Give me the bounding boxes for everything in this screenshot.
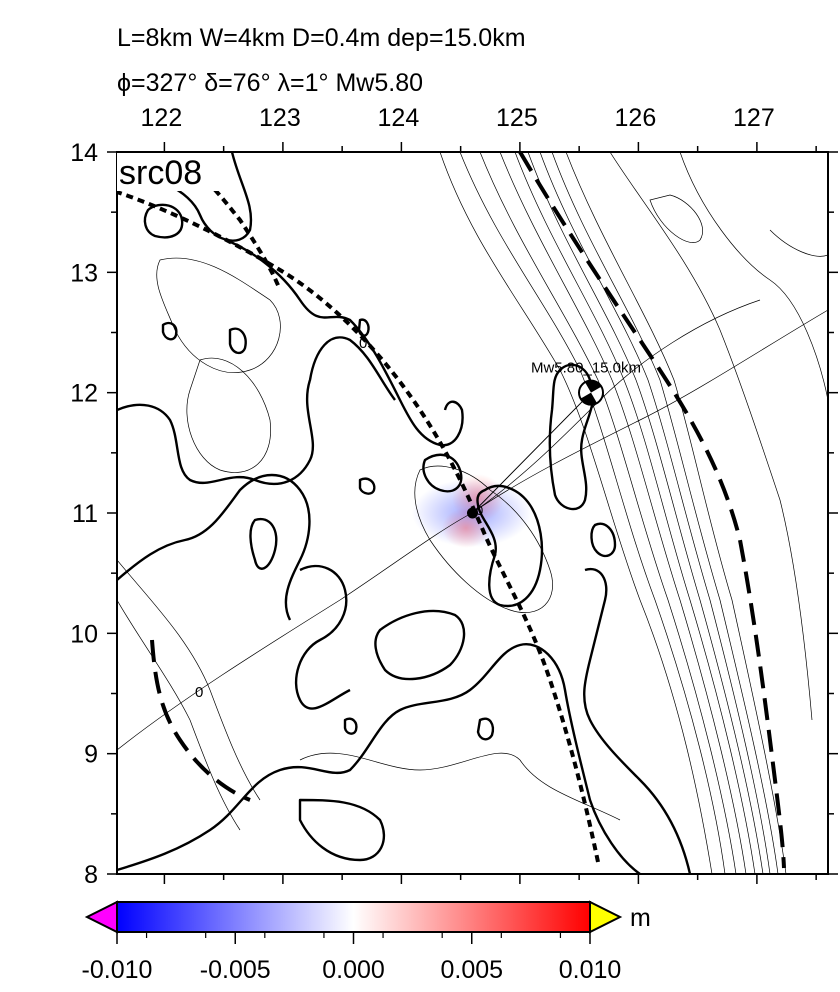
colorbar-under-triangle: [84, 900, 118, 934]
header-title-line1: L=8km W=4km D=0.4m dep=15.0km: [117, 24, 526, 52]
coastlines: [117, 152, 692, 874]
philippine-trench-dashed: [518, 152, 786, 869]
y-axis-labels: 14 13 12 11 10 9 8: [70, 139, 98, 889]
x-tick-label: 123: [259, 104, 301, 132]
panel-label-background: [117, 153, 221, 191]
contour-label: 0: [195, 684, 203, 701]
western-trench-dashed: [150, 639, 251, 802]
epicenter-marker: [467, 507, 478, 519]
y-tick-label: 10: [70, 620, 98, 648]
bathymetry-contours: [117, 152, 828, 874]
colorbar-tick-label: -0.005: [200, 956, 271, 984]
y-tick-label: 11: [72, 500, 98, 528]
colorbar-tick-label: -0.010: [82, 956, 153, 984]
colorbar-tick-label: 0.010: [559, 956, 622, 984]
colorbar-over-triangle: [589, 900, 623, 934]
beachball-compressional-quadrant: [585, 380, 602, 393]
x-tick-label: 124: [378, 104, 420, 132]
colorbar-gradient: [116, 901, 591, 933]
mechanism-connector-line: [472, 392, 592, 514]
beachball-compressional-quadrant: [580, 392, 597, 405]
philippine-fault-dotted-north: [177, 157, 283, 293]
x-tick-label: 126: [615, 104, 657, 132]
axis-ticks: [107, 142, 838, 884]
x-tick-label: 125: [496, 104, 538, 132]
panel-label: src08: [119, 154, 202, 192]
x-tick-label: 122: [141, 104, 183, 132]
y-tick-label: 13: [70, 259, 98, 287]
header-title-line2: ϕ=327° δ=76° λ=1° Mw5.80: [117, 69, 423, 97]
x-tick-label: 127: [733, 104, 775, 132]
x-axis-labels: 122 123 124 125 126 127: [141, 104, 775, 132]
y-tick-label: 14: [70, 139, 98, 167]
map-panel: 0 0 0 Mw5.80_15.0km 122 123 124 125 126 …: [70, 104, 838, 889]
contour-label: 0: [476, 503, 483, 518]
colorbar-unit: m: [630, 904, 651, 932]
focal-mechanism-beachball: [578, 379, 604, 406]
philippine-fault-dotted: [117, 189, 601, 865]
colorbar-tick-label: 0.005: [440, 956, 503, 984]
y-tick-label: 12: [70, 380, 98, 408]
colorbar: m -0.010 -0.005 0.000 0.005 0.010: [82, 900, 651, 984]
colorbar-ticks: [116, 932, 591, 944]
y-tick-label: 8: [84, 861, 98, 889]
contour-label: 0: [359, 335, 367, 352]
mechanism-label: Mw5.80_15.0km: [531, 360, 641, 377]
colorbar-tick-label: 0.000: [322, 956, 385, 984]
y-tick-label: 9: [84, 741, 98, 769]
